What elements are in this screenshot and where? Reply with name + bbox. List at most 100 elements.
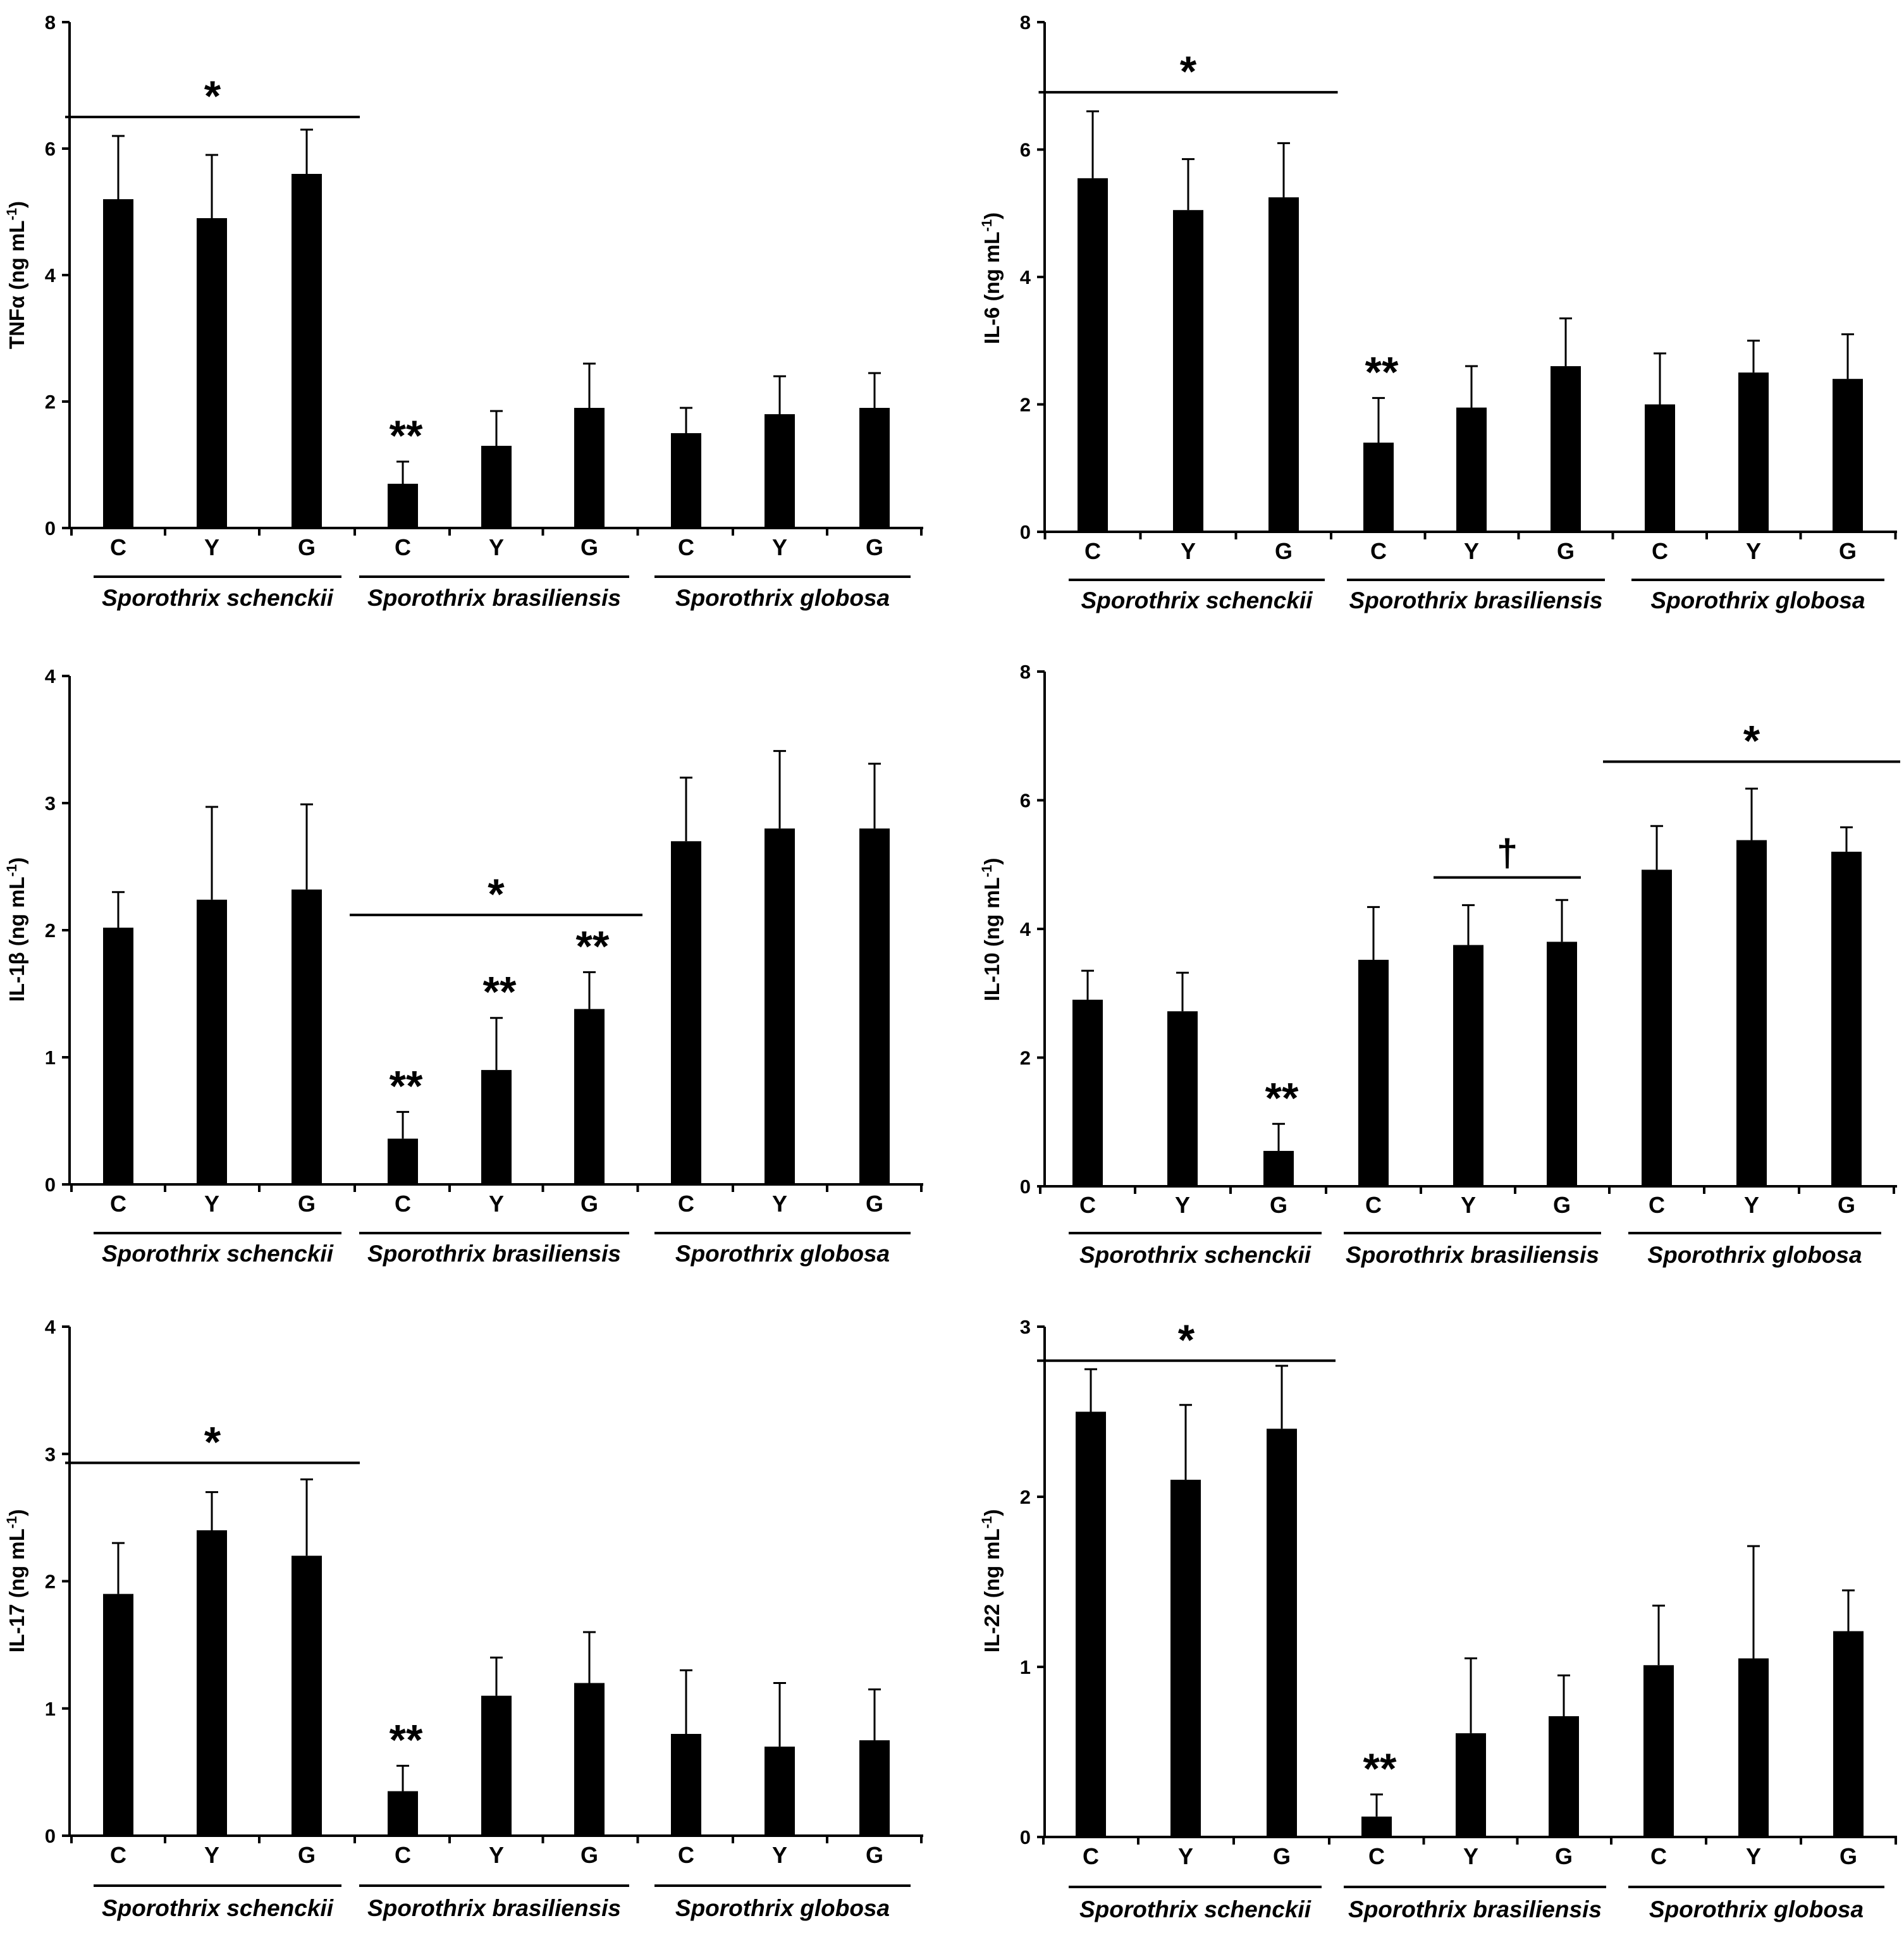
- bar[interactable]: [1263, 1151, 1294, 1186]
- bar[interactable]: [1456, 407, 1487, 532]
- x-category-label: Y: [204, 534, 219, 560]
- x-category-label: C: [110, 1191, 126, 1217]
- bar[interactable]: [1268, 197, 1299, 532]
- bar[interactable]: [1072, 999, 1103, 1186]
- bar[interactable]: [1167, 1011, 1198, 1186]
- significance-mark: **: [1363, 1745, 1397, 1793]
- y-axis-label: IL-22 (ng mL-1): [979, 1509, 1004, 1653]
- y-tick-label: 2: [1020, 1486, 1031, 1508]
- significance-star: *: [204, 1418, 221, 1466]
- bar[interactable]: [671, 841, 701, 1184]
- x-category-label: G: [580, 1842, 598, 1868]
- chart-panel-6: 0 1 2 3 IL-22 (ng mL-1) C Y G C Y G C Y G Sporothrix s…: [979, 1316, 1897, 1922]
- bar[interactable]: [103, 1594, 133, 1836]
- bar[interactable]: [481, 1070, 512, 1184]
- x-category-label: C: [1083, 1843, 1099, 1869]
- y-axis-label-main: TNFα (ng mL: [5, 220, 28, 349]
- bar[interactable]: [1833, 1631, 1864, 1837]
- chart-panel-1: 0 2 4 6 8 TNFα (ng mL-1) C Y G C Y G C Y G Sporothrix s…: [4, 11, 923, 611]
- bar[interactable]: [574, 1009, 605, 1184]
- group-label: Sporothrix globosa: [1649, 1896, 1864, 1922]
- bar[interactable]: [1642, 869, 1672, 1186]
- x-category-label: Y: [1461, 1192, 1476, 1218]
- bar[interactable]: [859, 1740, 890, 1836]
- bar[interactable]: [103, 927, 133, 1184]
- bar[interactable]: [1170, 1480, 1201, 1837]
- bar[interactable]: [859, 828, 890, 1184]
- bar[interactable]: [1549, 1716, 1579, 1837]
- bar[interactable]: [671, 433, 701, 528]
- bar[interactable]: [481, 1695, 512, 1836]
- bar[interactable]: [765, 414, 795, 528]
- x-category-label: G: [1557, 538, 1575, 564]
- significance-mark: **: [390, 412, 423, 460]
- x-category-label: Y: [1175, 1192, 1190, 1218]
- y-tick-label: 4: [1020, 918, 1031, 940]
- bar[interactable]: [1547, 942, 1577, 1186]
- bar[interactable]: [1831, 851, 1862, 1186]
- x-category-label: C: [395, 1191, 411, 1217]
- x-category-label: C: [1368, 1843, 1385, 1869]
- y-tick-label: 2: [1020, 1047, 1031, 1069]
- bar[interactable]: [1551, 366, 1581, 532]
- x-category-label: Y: [1464, 538, 1479, 564]
- bar[interactable]: [671, 1734, 701, 1836]
- bar[interactable]: [574, 1683, 605, 1836]
- y-tick-label: 0: [1020, 1826, 1031, 1848]
- bar[interactable]: [1738, 372, 1769, 532]
- bar[interactable]: [859, 408, 890, 528]
- bar[interactable]: [1456, 1733, 1486, 1837]
- x-category-label: Y: [1746, 1843, 1761, 1869]
- bar[interactable]: [765, 828, 795, 1184]
- bar[interactable]: [1361, 1816, 1392, 1837]
- y-tick-label: 0: [45, 1825, 56, 1847]
- chart-panel-3: 0 1 2 3 4 IL-1β (ng mL-1) C Y G C Y G C Y G Sporothrix …: [4, 665, 923, 1267]
- bar[interactable]: [197, 218, 227, 528]
- bar[interactable]: [1453, 945, 1483, 1186]
- y-tick-label: 8: [1020, 11, 1031, 34]
- bar[interactable]: [1076, 1411, 1106, 1838]
- y-axis-label-end: ): [5, 857, 28, 864]
- y-axis-label-end: ): [980, 212, 1004, 219]
- bar[interactable]: [292, 174, 322, 528]
- group-label: Sporothrix brasiliensis: [1346, 1242, 1599, 1268]
- bar[interactable]: [1833, 379, 1863, 532]
- bar[interactable]: [388, 484, 418, 528]
- y-tick-label: 0: [45, 1174, 56, 1196]
- x-category-label: C: [678, 1191, 694, 1217]
- bar[interactable]: [292, 1556, 322, 1836]
- significance-mark: **: [1365, 348, 1399, 396]
- bar[interactable]: [197, 899, 227, 1184]
- chart-panel-5: 0 1 2 3 4 IL-17 (ng mL-1) C Y G C Y G C Y G Sporothrix …: [4, 1316, 923, 1921]
- x-category-label: Y: [1744, 1192, 1759, 1218]
- bar[interactable]: [1267, 1428, 1297, 1837]
- bar[interactable]: [1738, 1658, 1769, 1837]
- group-label: Sporothrix brasiliensis: [367, 1895, 621, 1921]
- bar[interactable]: [388, 1138, 418, 1184]
- bar[interactable]: [103, 199, 133, 528]
- bar[interactable]: [481, 446, 512, 528]
- bar[interactable]: [1736, 840, 1767, 1186]
- bar[interactable]: [1078, 178, 1108, 532]
- bar[interactable]: [1363, 442, 1394, 532]
- x-category-label: C: [395, 1842, 411, 1868]
- bar[interactable]: [1358, 959, 1389, 1186]
- bar[interactable]: [1645, 404, 1675, 532]
- bar[interactable]: [197, 1530, 227, 1836]
- significance-star: *: [204, 72, 221, 120]
- y-tick-label: 4: [45, 264, 56, 286]
- bar[interactable]: [574, 408, 605, 528]
- group-label: Sporothrix brasiliensis: [367, 1241, 621, 1267]
- bar[interactable]: [1643, 1665, 1674, 1837]
- bar[interactable]: [388, 1791, 418, 1836]
- bar[interactable]: [1173, 210, 1203, 532]
- y-axis-label-main: IL-6 (ng mL: [980, 231, 1004, 344]
- bar[interactable]: [292, 889, 322, 1184]
- y-tick-label: 1: [45, 1698, 56, 1720]
- x-category-label: C: [395, 534, 411, 560]
- y-axis-label-superscript: -1: [4, 864, 20, 877]
- y-tick-label: 0: [1020, 521, 1031, 543]
- y-tick-label: 2: [1020, 394, 1031, 416]
- bar[interactable]: [765, 1747, 795, 1836]
- significance-star: *: [1180, 47, 1197, 95]
